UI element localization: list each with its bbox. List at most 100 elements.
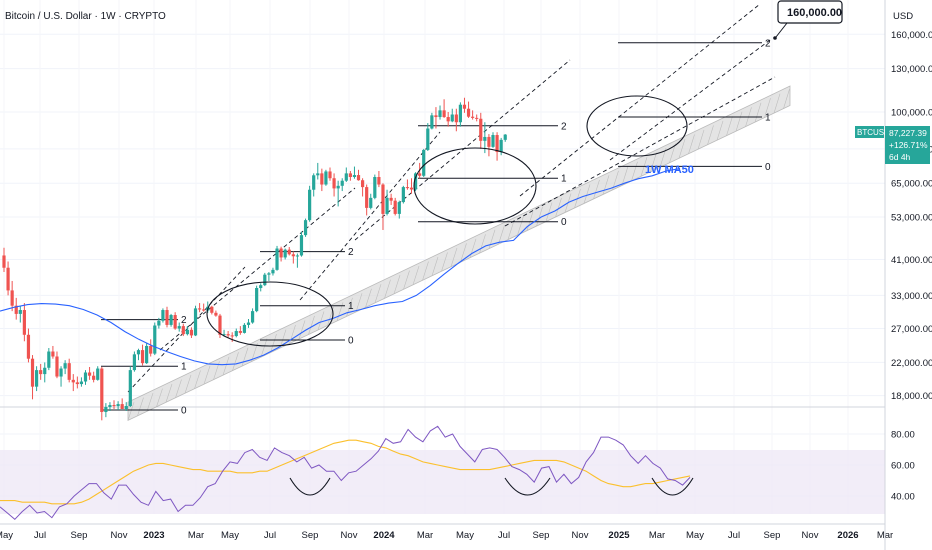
channel-hatch — [431, 256, 439, 276]
channel-hatch — [137, 397, 144, 416]
channel-hatch — [669, 143, 676, 163]
time-tick-label: Sep — [533, 530, 550, 541]
channel-hatch — [146, 392, 154, 412]
price-tick-label: 41,000.00 — [891, 255, 932, 266]
price-tick-label: 33,000.00 — [891, 291, 932, 302]
time-tick-label: Sep — [764, 530, 781, 541]
trend-channel — [127, 85, 791, 421]
candle-body — [348, 173, 352, 178]
candle-body — [401, 187, 405, 203]
candle-body — [299, 235, 304, 256]
candle-body — [218, 315, 222, 335]
candle-body — [295, 255, 299, 257]
rsi-bowl-arc — [289, 477, 331, 496]
projection-line — [159, 187, 356, 351]
time-tick-label: Nov — [111, 530, 128, 541]
time-tick-label: Jul — [498, 530, 510, 541]
candle-body — [303, 220, 308, 236]
candle-body — [234, 331, 238, 337]
projection-line — [504, 76, 776, 227]
candle-body — [104, 407, 108, 413]
channel-hatch — [165, 383, 173, 403]
channel-hatch — [545, 202, 553, 222]
candle-body — [466, 108, 471, 117]
rsi-tick-label: 40.00 — [891, 492, 915, 503]
candle-body — [405, 187, 410, 189]
time-tick-label: Jul — [728, 530, 740, 541]
candle-body — [409, 187, 414, 190]
fib-label: 0 — [181, 405, 187, 416]
ma50-path — [0, 168, 681, 366]
time-tick-label: May — [221, 530, 239, 541]
candle-body — [214, 312, 218, 316]
channel-hatch — [441, 252, 448, 272]
candle-body — [499, 139, 503, 153]
candle-body — [291, 254, 295, 257]
candle-body — [471, 116, 475, 118]
currency-label: USD — [893, 11, 913, 22]
candle-body — [503, 134, 507, 140]
candle-body — [75, 382, 79, 385]
candle-body — [275, 248, 279, 270]
candle-body — [332, 178, 336, 189]
candle-body — [96, 368, 100, 380]
channel-hatch — [621, 166, 629, 186]
channel-hatch — [241, 347, 249, 367]
candle-body — [43, 367, 47, 375]
fib-label: 2 — [765, 38, 771, 49]
candle-body — [479, 118, 483, 141]
candle-body — [377, 177, 381, 185]
candle-body — [450, 114, 454, 122]
channel-band — [127, 85, 791, 421]
candle-body — [430, 115, 434, 129]
channel-hatch — [127, 402, 135, 421]
candle-body — [271, 269, 275, 274]
time-tick-label: Jul — [264, 530, 276, 541]
price-tag-price: 87,227.39 — [889, 128, 927, 138]
fib-label: 1 — [348, 301, 354, 312]
target-callout[interactable]: 160,000.00 — [773, 0, 843, 40]
candle-body — [365, 187, 369, 208]
fib-label: 0 — [765, 162, 771, 173]
time-tick-label: 2026 — [837, 530, 858, 541]
fib-levels: 0 1 2 0 1 2 0 1 2 0 1 2 — [101, 38, 771, 416]
channel-hatch — [460, 243, 467, 263]
candle-body — [87, 372, 92, 376]
candle-body — [226, 334, 230, 336]
fib-label: 1 — [181, 362, 187, 373]
candle-body — [35, 370, 39, 387]
candle-body — [328, 171, 332, 179]
price-tick-label: 53,000.00 — [891, 213, 932, 224]
channel-hatch — [298, 320, 306, 340]
channel-hatch — [735, 111, 743, 132]
rsi-pane — [0, 425, 694, 520]
channel-hatch — [764, 98, 771, 118]
fib-label: 0 — [348, 335, 354, 346]
candle-body — [149, 345, 153, 354]
candle-body — [259, 285, 263, 289]
channel-hatch — [203, 365, 211, 385]
channel-hatch — [488, 229, 496, 249]
channel-hatch — [194, 370, 201, 389]
price-tick-label: 18,000.00 — [891, 391, 932, 402]
channel-hatch — [498, 225, 505, 245]
candle-body — [336, 185, 340, 189]
candle-body — [308, 189, 312, 221]
channel-hatch — [754, 102, 762, 123]
candle-body — [389, 197, 393, 201]
candle-body — [136, 350, 141, 355]
channel-hatch — [726, 116, 733, 136]
projection-line — [609, 39, 771, 161]
candle-body — [491, 135, 495, 147]
channel-hatch — [308, 315, 315, 335]
candle-body — [112, 405, 116, 407]
candle-body — [352, 175, 357, 178]
candle-body — [397, 202, 401, 214]
channel-hatch — [716, 120, 724, 141]
candle-body — [22, 310, 26, 335]
candle-body — [413, 173, 418, 190]
channel-hatch — [355, 293, 363, 312]
time-tick-label: 2024 — [373, 530, 395, 541]
fib-label: 2 — [348, 247, 354, 258]
